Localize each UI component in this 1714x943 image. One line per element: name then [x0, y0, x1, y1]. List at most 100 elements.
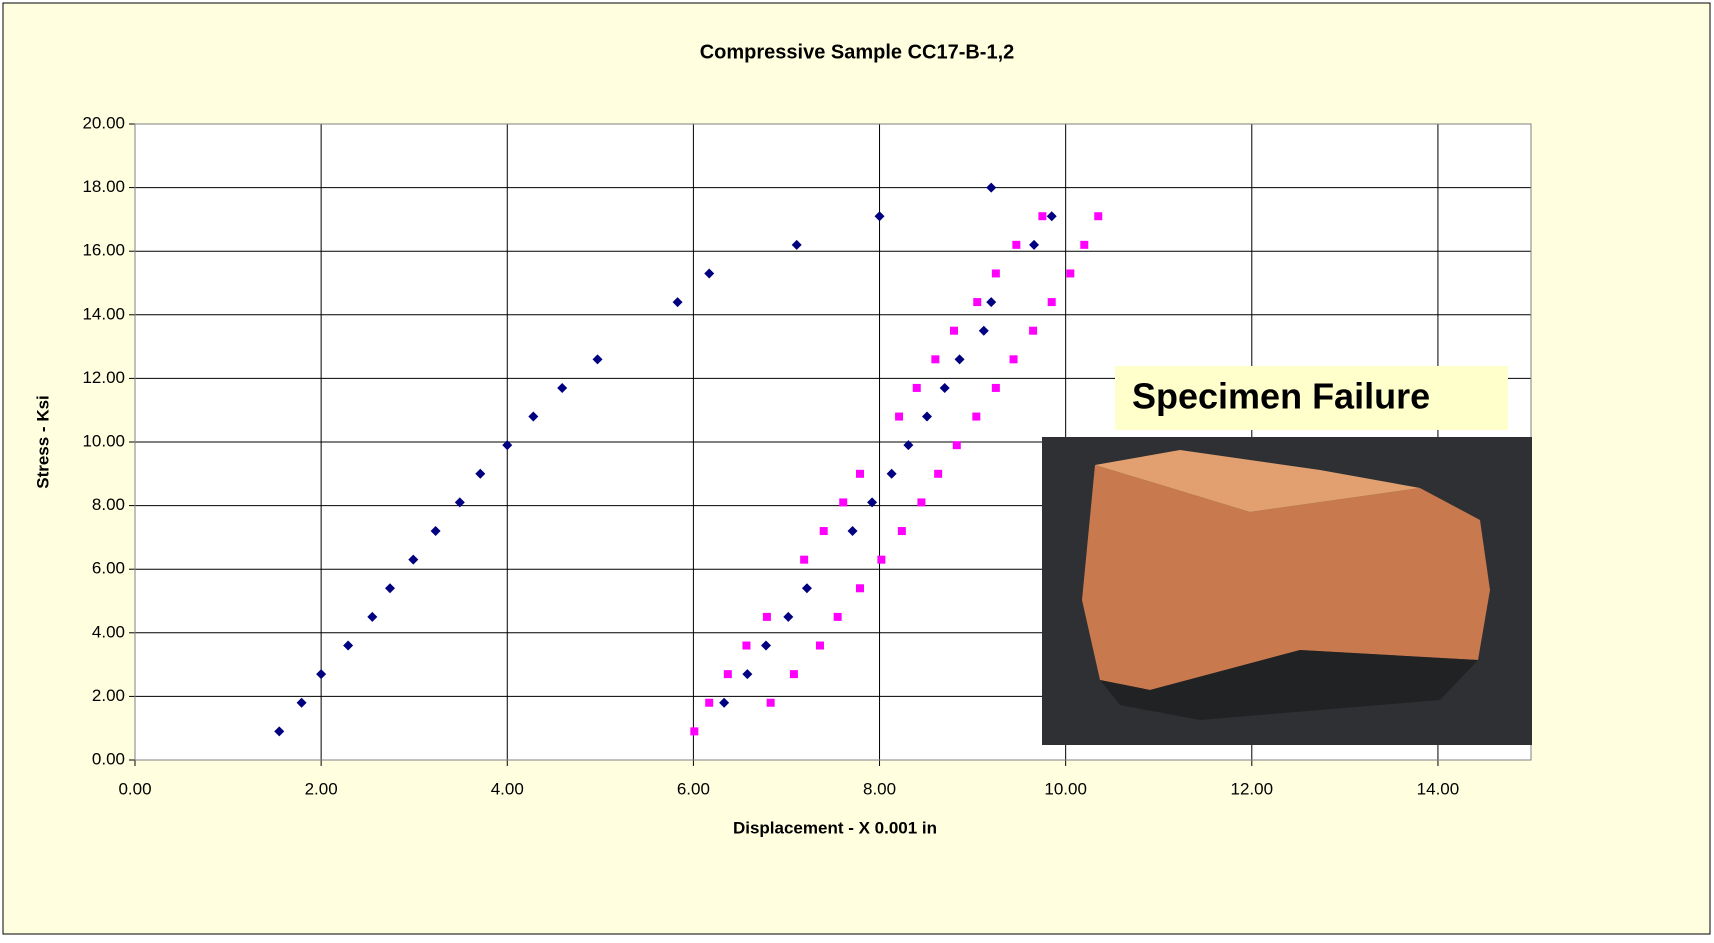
x-tick-label: 2.00	[305, 779, 338, 798]
point	[385, 583, 396, 594]
point	[921, 411, 932, 422]
point	[1029, 239, 1040, 250]
y-tick-label: 8.00	[92, 495, 125, 514]
y-tick-label: 2.00	[92, 686, 125, 705]
x-tick-label: 6.00	[677, 779, 710, 798]
point	[867, 497, 878, 508]
point	[454, 497, 465, 508]
point	[815, 641, 824, 650]
point	[789, 670, 798, 679]
point	[877, 555, 886, 564]
point	[1046, 211, 1057, 222]
point	[949, 326, 958, 335]
point	[954, 354, 965, 365]
point	[343, 640, 354, 651]
point	[367, 611, 378, 622]
x-tick-label: 8.00	[863, 779, 896, 798]
points	[274, 182, 1103, 737]
point	[1009, 355, 1018, 364]
point	[833, 612, 842, 621]
point	[874, 211, 885, 222]
x-tick-label: 14.00	[1417, 779, 1460, 798]
point	[592, 354, 603, 365]
point	[502, 440, 513, 451]
y-tick-label: 4.00	[92, 622, 125, 641]
point	[897, 527, 906, 536]
point	[704, 268, 715, 279]
point	[847, 526, 858, 537]
point	[939, 382, 950, 393]
point	[991, 383, 1000, 392]
point	[855, 469, 864, 478]
annotation: Specimen Failure	[1132, 376, 1430, 417]
y-tick-label: 14.00	[82, 304, 125, 323]
annotation-box	[1115, 366, 1508, 430]
y-tick-label: 18.00	[82, 177, 125, 196]
point	[931, 355, 940, 364]
point	[1094, 212, 1103, 221]
point	[475, 468, 486, 479]
point	[791, 239, 802, 250]
point	[934, 469, 943, 478]
y-tick-label: 6.00	[92, 559, 125, 578]
point	[819, 527, 828, 536]
point	[1012, 240, 1021, 249]
point	[972, 412, 981, 421]
point	[690, 727, 699, 736]
y-tick-label: 20.00	[82, 113, 125, 132]
point	[766, 698, 775, 707]
point	[430, 526, 441, 537]
point	[986, 182, 997, 193]
point	[912, 383, 921, 392]
point	[978, 325, 989, 336]
shadow	[1100, 650, 1478, 720]
point	[296, 697, 307, 708]
point	[886, 468, 897, 479]
point	[839, 498, 848, 507]
point	[986, 297, 997, 308]
point	[917, 498, 926, 507]
y-tick-label: 16.00	[82, 241, 125, 260]
point	[1080, 240, 1089, 249]
point	[408, 554, 419, 565]
x-tick-label: 12.00	[1231, 779, 1274, 798]
y-axis-title: Stress - Ksi	[33, 395, 52, 489]
specimen	[1082, 465, 1490, 690]
point	[783, 611, 794, 622]
point	[1066, 269, 1075, 278]
point	[719, 697, 730, 708]
point	[855, 584, 864, 593]
chart-title: Compressive Sample CC17-B-1,2	[700, 41, 1015, 63]
x-tick-label: 0.00	[118, 779, 151, 798]
point	[705, 698, 714, 707]
point	[274, 726, 285, 737]
point	[801, 583, 812, 594]
point	[316, 669, 327, 680]
x-axis-title: Displacement - X 0.001 in	[733, 818, 937, 837]
point	[991, 269, 1000, 278]
point	[1038, 212, 1047, 221]
x-tick-label: 10.00	[1044, 779, 1087, 798]
y-tick-label: 0.00	[92, 749, 125, 768]
point	[672, 297, 683, 308]
point	[760, 640, 771, 651]
point	[557, 382, 568, 393]
y-tick-label: 12.00	[82, 368, 125, 387]
point	[723, 670, 732, 679]
x-tick-label: 4.00	[491, 779, 524, 798]
inset: Specimen Failure	[1042, 366, 1532, 745]
point	[800, 555, 809, 564]
point	[952, 441, 961, 450]
point	[973, 298, 982, 307]
point	[1029, 326, 1038, 335]
point	[895, 412, 904, 421]
point	[762, 612, 771, 621]
point	[742, 669, 753, 680]
y-tick-label: 10.00	[82, 431, 125, 450]
point	[903, 440, 914, 451]
point	[1047, 298, 1056, 307]
point	[742, 641, 751, 650]
point	[528, 411, 539, 422]
specimen-top	[1095, 450, 1420, 512]
